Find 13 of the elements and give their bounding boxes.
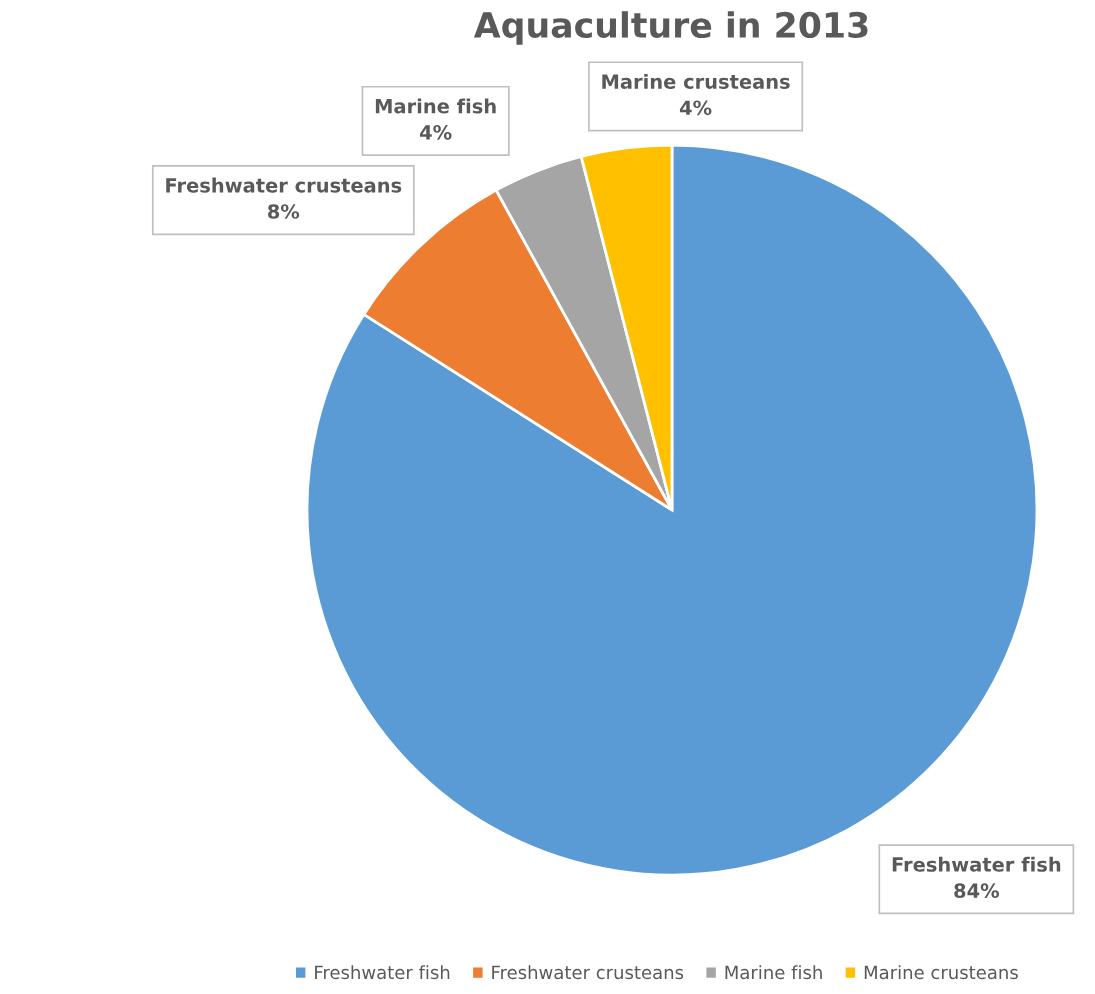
slice-label: Marine fish <box>375 98 496 114</box>
slice-label: Marine crusteans <box>602 73 790 89</box>
legend-label: Marine crusteans <box>864 965 1018 980</box>
legend-label: Marine fish <box>725 965 822 980</box>
chart-title: Aquaculture in 2013 <box>473 11 868 45</box>
slice-label: Freshwater fish <box>892 856 1061 872</box>
data-label: 4% <box>420 125 452 140</box>
data-label: 4% <box>679 100 712 116</box>
slice-label: Freshwater crusteans <box>166 177 402 193</box>
legend-label: Freshwater crusteans <box>492 965 684 980</box>
data-label: 8% <box>267 204 300 219</box>
data-label: 84% <box>954 883 999 899</box>
legend-label: Freshwater fish <box>315 965 450 980</box>
